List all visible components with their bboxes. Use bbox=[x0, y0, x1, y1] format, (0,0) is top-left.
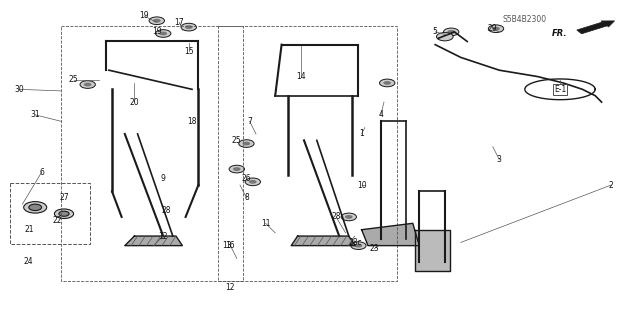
Text: 5: 5 bbox=[433, 27, 438, 36]
Text: 17: 17 bbox=[174, 18, 184, 27]
FancyArrow shape bbox=[577, 21, 614, 34]
Circle shape bbox=[383, 81, 391, 85]
Text: 16: 16 bbox=[225, 241, 236, 250]
Circle shape bbox=[239, 140, 254, 147]
Circle shape bbox=[149, 17, 164, 25]
Text: 26: 26 bbox=[241, 174, 252, 183]
Circle shape bbox=[24, 202, 47, 213]
Circle shape bbox=[488, 25, 504, 33]
FancyBboxPatch shape bbox=[6, 6, 627, 313]
Circle shape bbox=[153, 19, 161, 23]
Text: 20: 20 bbox=[129, 98, 140, 107]
Text: 28c: 28c bbox=[348, 238, 362, 247]
Text: 19: 19 bbox=[139, 11, 149, 20]
Text: 14: 14 bbox=[296, 72, 306, 81]
Polygon shape bbox=[362, 223, 419, 246]
Circle shape bbox=[181, 23, 196, 31]
Text: FR.: FR. bbox=[552, 29, 568, 38]
Text: 12: 12 bbox=[159, 232, 168, 241]
Text: 12: 12 bbox=[226, 283, 235, 292]
Text: 15: 15 bbox=[184, 47, 194, 56]
Circle shape bbox=[245, 178, 260, 186]
Circle shape bbox=[341, 213, 356, 221]
Text: 18: 18 bbox=[188, 117, 196, 126]
Text: 28: 28 bbox=[162, 206, 171, 215]
Text: 2: 2 bbox=[609, 181, 614, 189]
Text: 25: 25 bbox=[232, 136, 242, 145]
Text: 4: 4 bbox=[378, 110, 383, 119]
Text: 22: 22 bbox=[53, 216, 62, 225]
Text: 30: 30 bbox=[14, 85, 24, 94]
Circle shape bbox=[59, 211, 69, 216]
Text: 10: 10 bbox=[356, 181, 367, 189]
Text: 7: 7 bbox=[247, 117, 252, 126]
Text: 9: 9 bbox=[161, 174, 166, 183]
Circle shape bbox=[380, 79, 395, 87]
Text: 21: 21 bbox=[24, 225, 33, 234]
Circle shape bbox=[492, 27, 500, 31]
Circle shape bbox=[54, 209, 74, 219]
Circle shape bbox=[233, 167, 241, 171]
Text: 1: 1 bbox=[359, 130, 364, 138]
Text: 11: 11 bbox=[261, 219, 270, 228]
Polygon shape bbox=[125, 236, 182, 246]
Circle shape bbox=[159, 32, 167, 35]
Text: 23: 23 bbox=[369, 244, 380, 253]
Text: 3: 3 bbox=[497, 155, 502, 164]
Circle shape bbox=[355, 244, 362, 248]
Circle shape bbox=[80, 81, 95, 88]
Text: 28: 28 bbox=[332, 212, 340, 221]
Text: S5B4B2300: S5B4B2300 bbox=[503, 15, 547, 24]
Text: 31: 31 bbox=[30, 110, 40, 119]
Circle shape bbox=[345, 215, 353, 219]
Text: 19: 19 bbox=[152, 27, 162, 36]
Text: 25: 25 bbox=[68, 75, 79, 84]
Text: E-1: E-1 bbox=[554, 85, 566, 94]
Circle shape bbox=[229, 165, 244, 173]
Circle shape bbox=[444, 28, 459, 36]
Circle shape bbox=[243, 142, 250, 145]
FancyBboxPatch shape bbox=[10, 183, 90, 244]
Polygon shape bbox=[415, 230, 450, 271]
Circle shape bbox=[84, 83, 92, 86]
Circle shape bbox=[156, 30, 171, 37]
Polygon shape bbox=[291, 236, 355, 246]
Text: 29: 29 bbox=[488, 24, 498, 33]
Circle shape bbox=[185, 25, 193, 29]
Circle shape bbox=[29, 204, 42, 211]
Text: 24: 24 bbox=[24, 257, 34, 266]
Text: 27: 27 bbox=[59, 193, 69, 202]
Circle shape bbox=[447, 30, 455, 34]
Circle shape bbox=[249, 180, 257, 184]
Circle shape bbox=[351, 242, 366, 249]
Circle shape bbox=[436, 33, 453, 41]
Text: 13: 13 bbox=[222, 241, 232, 250]
Text: 6: 6 bbox=[39, 168, 44, 177]
Text: 8: 8 bbox=[244, 193, 249, 202]
